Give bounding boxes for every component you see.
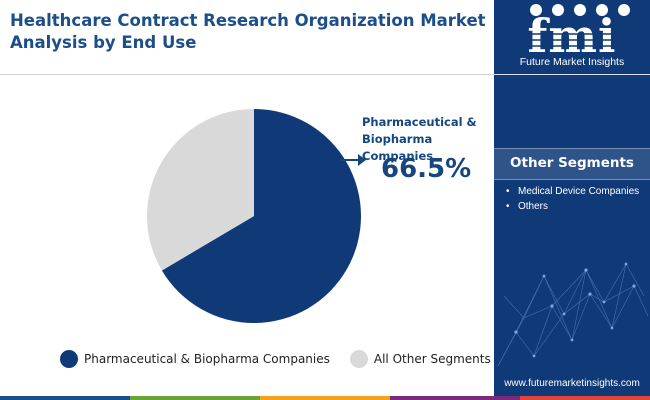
legend-label-other: All Other Segments bbox=[373, 352, 491, 366]
callout-label: Pharmaceutical & Biopharma Companies bbox=[362, 115, 477, 163]
color-strip-segment bbox=[520, 396, 650, 400]
title-divider bbox=[0, 74, 494, 75]
segment-item-others: Others bbox=[506, 201, 646, 214]
callout-arrow-icon bbox=[340, 154, 366, 166]
other-segments-title: Other Segments bbox=[510, 155, 634, 171]
other-segments-list: Medical Device Companies Others bbox=[506, 186, 646, 215]
legend-label-pharma: Pharmaceutical & Biopharma Companies bbox=[84, 352, 330, 366]
chart-legend: Pharmaceutical & Biopharma Companies All… bbox=[60, 348, 511, 370]
chart-title: Healthcare Contract Research Organizatio… bbox=[10, 11, 486, 52]
pie-slice-other bbox=[147, 109, 254, 271]
color-strip-segment bbox=[390, 396, 520, 400]
fmi-logo: fmi Future Market Insights bbox=[494, 0, 650, 74]
color-strip-segment bbox=[0, 396, 130, 400]
color-strip-segment bbox=[260, 396, 390, 400]
callout-value: 66.5% bbox=[381, 154, 472, 184]
svg-text:fmi: fmi bbox=[528, 9, 617, 58]
network-decoration bbox=[497, 262, 649, 367]
pie-chart bbox=[147, 109, 362, 323]
legend-item-other: All Other Segments bbox=[349, 350, 491, 368]
legend-swatch-pharma bbox=[60, 350, 78, 368]
color-strip bbox=[0, 396, 650, 400]
fmi-logo-mark: fmi bbox=[520, 4, 630, 63]
color-strip-segment bbox=[130, 396, 260, 400]
other-segments-header: Other Segments bbox=[494, 148, 650, 180]
segment-item-medical-device: Medical Device Companies bbox=[506, 186, 646, 199]
website-link[interactable]: www.futuremarketinsights.com bbox=[504, 378, 640, 389]
sidebar: fmi Future Market Insights Other Segment… bbox=[494, 0, 650, 400]
logo-name: Future Market Insights bbox=[519, 56, 625, 68]
pie-slice-pharma bbox=[161, 109, 362, 323]
main-panel: Healthcare Contract Research Organizatio… bbox=[0, 11, 494, 368]
legend-item-pharma: Pharmaceutical & Biopharma Companies bbox=[60, 350, 330, 368]
legend-swatch-other bbox=[349, 350, 368, 368]
sidebar-divider bbox=[494, 74, 650, 75]
